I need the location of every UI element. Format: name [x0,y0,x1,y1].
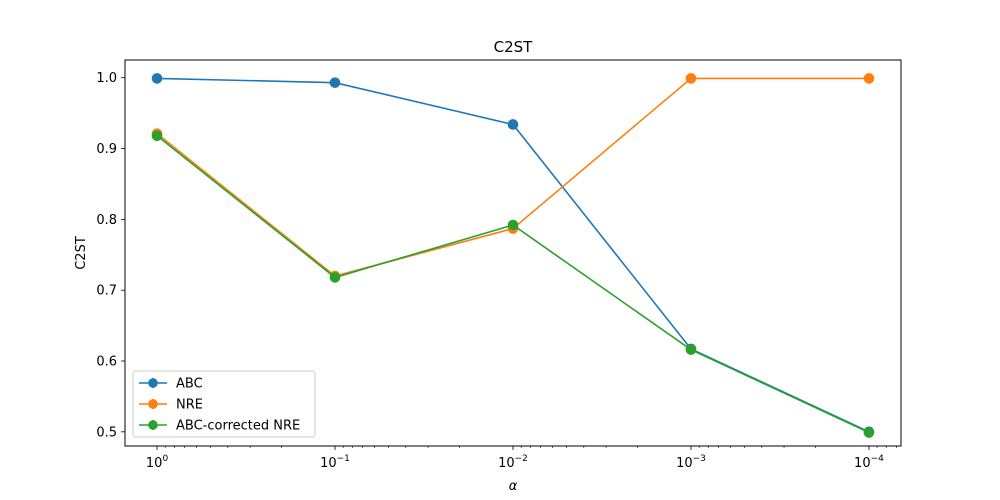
x-axis-label: α [509,479,518,494]
y-tick-label: 1.0 [96,71,117,86]
x-tick-label: 10−1 [320,454,350,471]
x-tick-label: 10−3 [676,454,706,471]
legend-swatch-marker [148,420,158,430]
x-tick-label: 10−4 [854,454,884,471]
x-tick-label-base: 10 [498,456,515,471]
series-point-1 [329,77,341,88]
legend-swatch-marker [148,378,158,388]
series-point-2 [685,73,697,84]
series-point-3 [863,427,875,438]
x-tick-label-base: 10 [146,456,163,471]
legend-label: NRE [176,398,203,413]
series-point-1 [507,119,519,130]
y-tick-label: 0.8 [96,213,117,228]
y-tick-label: 0.7 [96,284,117,299]
x-tick-label-exponent: 0 [162,454,168,464]
x-tick-label-exponent: −1 [337,454,350,464]
y-tick-label: 0.6 [96,355,117,370]
series-point-1 [151,73,163,84]
legend: ABC NRE ABC-corrected NRE [132,370,316,438]
x-axis-ticks: 100 10−1 10−2 10−3 10−4 [146,446,884,471]
y-tick-label: 0.5 [96,425,117,440]
x-tick-label-exponent: −2 [515,454,528,464]
y-axis-label: C2ST [74,236,89,270]
legend-swatch-marker [148,399,158,409]
series-point-3 [685,344,697,355]
chart-title: C2ST [494,38,534,56]
series-layer [151,73,875,438]
series-point-2 [863,73,875,84]
x-tick-label: 10−2 [498,454,528,471]
series-point-3 [329,272,341,283]
x-tick-label-base: 10 [676,456,693,471]
x-tick-label-base: 10 [854,456,871,471]
x-tick-label-exponent: −4 [871,454,885,464]
legend-box [132,370,316,438]
x-tick-label: 100 [146,454,169,471]
legend-label: ABC [176,377,203,392]
y-axis-ticks: 0.5 0.6 0.7 0.8 0.9 1.0 [96,71,125,440]
plot-frame [124,59,902,447]
x-tick-label-base: 10 [320,456,337,471]
series-point-3 [507,219,519,231]
series-point-3 [151,130,163,142]
legend-label: ABC-corrected NRE [176,419,300,434]
y-tick-label: 0.9 [96,142,117,157]
x-tick-label-exponent: −3 [693,454,706,464]
